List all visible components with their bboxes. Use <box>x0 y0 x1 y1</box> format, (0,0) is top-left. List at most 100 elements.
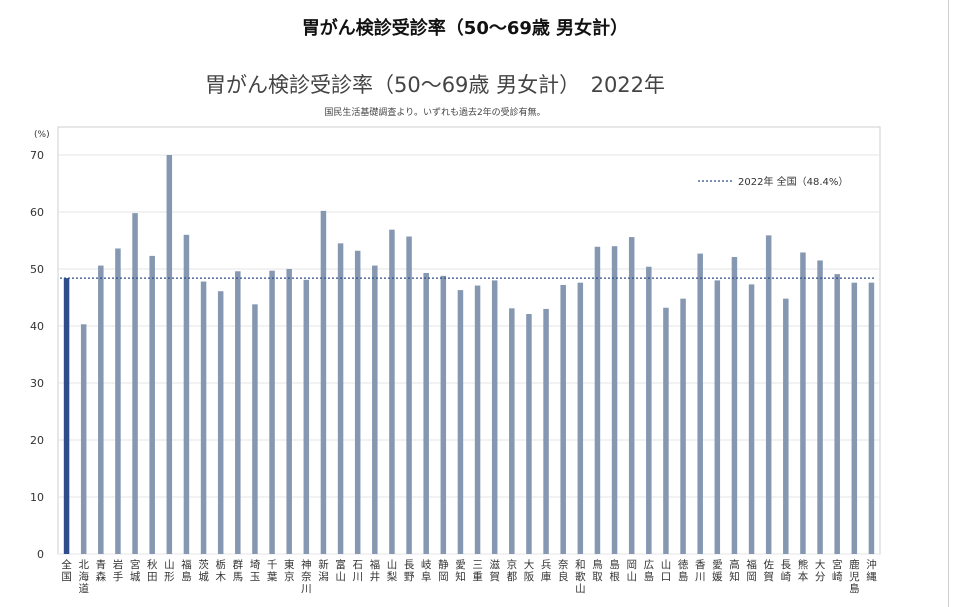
y-tick-label: 20 <box>30 434 44 447</box>
x-tick-label-char: 東 <box>284 558 295 571</box>
x-tick-label-char: 京 <box>507 558 518 571</box>
bar-長野 <box>406 236 412 554</box>
x-tick-label-char: 福 <box>181 558 192 571</box>
page-title: 胃がん検診受診率（50～69歳 男女計） <box>301 18 629 39</box>
x-tick-label-char: 井 <box>370 570 381 583</box>
bar-沖縄 <box>868 282 875 554</box>
bar-茨城 <box>200 281 207 554</box>
x-tick-label-char: 良 <box>558 570 569 583</box>
bar-佐賀 <box>765 235 772 554</box>
x-tick-label-char: 口 <box>661 571 672 583</box>
bar-愛知 <box>457 290 464 554</box>
bar-東京 <box>286 269 292 554</box>
x-tick-label-char: 島 <box>181 570 192 583</box>
bar-福島 <box>183 234 190 555</box>
x-tick-label-char: 重 <box>472 570 483 583</box>
bar-和歌山 <box>577 282 584 554</box>
x-tick-label-char: 高 <box>729 558 740 571</box>
x-tick-label-char: 島 <box>678 570 689 583</box>
bar-全国 <box>63 278 70 554</box>
bar-神奈川 <box>303 279 310 554</box>
x-tick-label-char: 川 <box>352 571 363 583</box>
x-tick-label-char: 愛 <box>712 558 723 571</box>
x-tick-label-char: 形 <box>164 571 175 583</box>
x-tick-label-char: 潟 <box>318 570 329 583</box>
x-tick-label-char: 兵 <box>541 558 552 571</box>
bar-福岡 <box>748 284 755 554</box>
x-tick-label-char: 岡 <box>438 571 449 583</box>
x-tick-label-char: 森 <box>96 570 107 583</box>
x-tick-label-char: 本 <box>798 570 809 583</box>
x-tick-label-char: 長 <box>781 559 792 571</box>
x-tick-label-char: 岡 <box>626 559 637 571</box>
bar-新潟 <box>320 210 327 555</box>
x-tick-label-char: 取 <box>592 571 603 583</box>
bar-青森 <box>98 265 104 554</box>
x-tick-label-char: 庫 <box>541 570 552 583</box>
bar-静岡 <box>440 275 447 554</box>
x-tick-label-char: 神 <box>301 558 312 571</box>
x-tick-label-char: 山 <box>626 571 637 583</box>
x-tick-label-char: 城 <box>198 571 209 583</box>
bar-埼玉 <box>252 304 258 554</box>
x-tick-label-char: 大 <box>524 558 535 571</box>
x-tick-label-char: 山 <box>661 559 672 571</box>
x-tick-label-char: 海 <box>78 570 89 583</box>
x-axis-labels: 全国北海道青森岩手宮城秋田山形福島茨城栃木群馬埼玉千葉東京神奈川新潟富山石川福井… <box>61 558 877 595</box>
bar-高知 <box>731 257 738 554</box>
x-tick-label-char: 歌 <box>575 570 586 583</box>
x-tick-label-char: 川 <box>695 571 706 583</box>
page-right-border <box>948 0 949 607</box>
bar-群馬 <box>235 271 241 554</box>
x-tick-label-char: 広 <box>644 558 655 571</box>
x-tick-label-char: 石 <box>352 559 363 571</box>
x-tick-label-char: 媛 <box>712 570 723 583</box>
x-tick-label-char: 愛 <box>455 558 466 571</box>
bar-宮城 <box>132 213 138 554</box>
y-tick-label: 70 <box>30 149 44 162</box>
plot-area-border <box>57 126 881 555</box>
bar-三重 <box>474 285 481 554</box>
bar-徳島 <box>680 298 686 554</box>
bar-鹿児島 <box>851 282 858 554</box>
x-tick-label-char: 崎 <box>781 570 792 583</box>
x-tick-label-char: 阜 <box>421 570 432 583</box>
x-tick-label-char: 賀 <box>763 571 774 583</box>
bar-島根 <box>611 246 618 554</box>
x-tick-label-char: 木 <box>215 571 226 583</box>
legend: 2022年 全国（48.4%） <box>698 175 848 188</box>
x-tick-label-char: 児 <box>849 571 860 583</box>
x-tick-label-char: 和 <box>575 559 586 571</box>
x-tick-label-char: 田 <box>147 571 158 583</box>
x-tick-label-char: 岩 <box>113 558 124 571</box>
bar-熊本 <box>800 252 806 554</box>
bar-北海道 <box>80 324 87 554</box>
x-tick-label-char: 鹿 <box>849 558 860 571</box>
x-tick-label-char: 鳥 <box>592 558 603 571</box>
chart-subtitle: 国民生活基礎調査より。いずれも過去2年の受診有無。 <box>324 106 545 118</box>
gridlines <box>58 154 880 555</box>
x-tick-label-char: 徳 <box>678 558 689 571</box>
bar-山形 <box>166 155 173 554</box>
bar-鳥取 <box>594 246 601 554</box>
bar-栃木 <box>217 291 224 554</box>
x-tick-label-char: 知 <box>455 570 466 583</box>
y-axis-ticks: 0 10 20 30 40 50 60 70 <box>30 149 44 561</box>
x-tick-label-char: 長 <box>404 559 415 571</box>
bar-京都 <box>509 308 515 554</box>
x-tick-label-char: 栃 <box>215 558 226 571</box>
x-tick-label-char: 岐 <box>421 558 432 571</box>
bar-長崎 <box>783 298 789 554</box>
x-tick-label-char: 埼 <box>250 558 261 571</box>
x-tick-label-char: 宮 <box>130 558 141 571</box>
bar-滋賀 <box>491 280 498 554</box>
x-tick-label-char: 山 <box>335 571 346 583</box>
x-tick-label-char: 滋 <box>489 558 500 571</box>
x-tick-label-char: 京 <box>284 570 295 583</box>
x-tick-label-char: 大 <box>815 558 826 571</box>
bar-広島 <box>646 266 652 554</box>
bar-大阪 <box>526 314 532 554</box>
x-tick-label-char: 知 <box>729 570 740 583</box>
bar-山口 <box>663 307 669 554</box>
